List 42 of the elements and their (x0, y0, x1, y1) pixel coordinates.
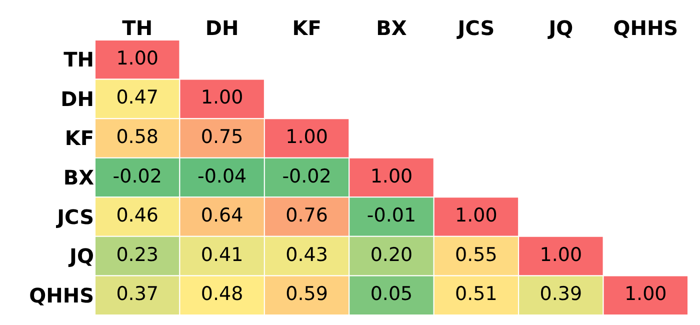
x-tick-label: TH (122, 16, 153, 40)
y-tick-label: KF (64, 126, 94, 150)
y-tick-label: JQ (68, 244, 94, 268)
y-tick-label: DH (60, 86, 94, 111)
data-label: 0.47 (116, 86, 159, 109)
data-label: 1.00 (455, 204, 498, 227)
data-label: 0.41 (200, 244, 244, 266)
data-label: 0.46 (116, 204, 159, 227)
data-label: 1.00 (116, 47, 159, 70)
data-label: 0.39 (540, 283, 582, 306)
y-tick-label: QHHS (29, 283, 94, 308)
data-label: 0.20 (370, 244, 413, 266)
data-label: 1.00 (200, 86, 244, 109)
y-tick-label: BX (63, 166, 95, 190)
data-label: 0.37 (116, 283, 159, 306)
y-tick-label: TH (64, 48, 94, 72)
x-tick-label: BX (376, 16, 408, 40)
data-label: -0.02 (282, 165, 332, 188)
data-label: 1.00 (286, 126, 328, 148)
data-label: 0.75 (200, 126, 244, 148)
y-tick-label: JCS (55, 204, 94, 229)
data-label: 0.51 (455, 283, 498, 306)
data-label: -0.04 (197, 165, 247, 188)
x-tick-label: QHHS (613, 16, 678, 40)
data-label: 0.05 (370, 283, 413, 306)
data-label: 0.58 (116, 126, 159, 148)
x-tick-label: JCS (456, 16, 495, 40)
x-tick-label: KF (292, 16, 322, 40)
data-label: 0.48 (200, 283, 244, 306)
data-label: 1.00 (540, 244, 582, 266)
data-label: 0.23 (116, 244, 159, 266)
data-label: 0.64 (200, 204, 244, 227)
data-label: 0.43 (286, 244, 328, 266)
data-label: -0.01 (366, 204, 416, 227)
data-label: 0.76 (286, 204, 328, 227)
data-label: 0.55 (455, 244, 498, 266)
x-tick-label: JQ (546, 16, 574, 40)
data-label: -0.02 (112, 165, 162, 188)
data-label: 1.00 (370, 165, 413, 188)
data-label: 1.00 (624, 283, 667, 306)
data-label: 0.59 (286, 283, 328, 306)
x-tick-label: DH (205, 16, 239, 40)
